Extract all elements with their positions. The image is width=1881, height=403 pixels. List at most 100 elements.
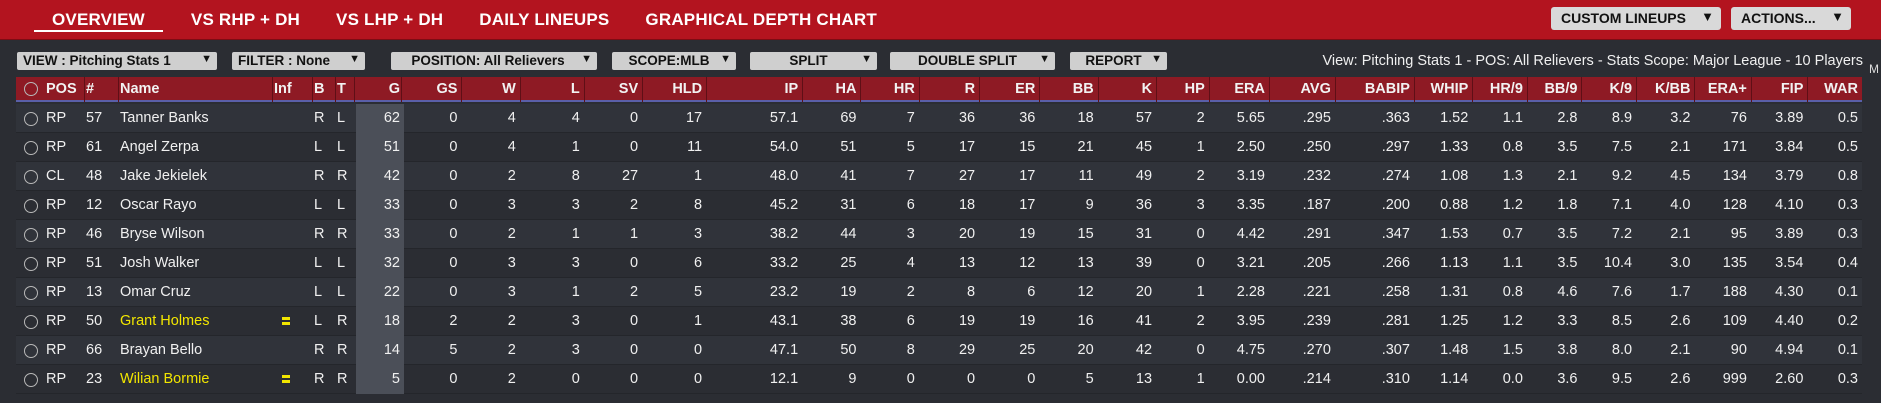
column-divider[interactable] — [1268, 77, 1270, 102]
column-divider[interactable] — [84, 77, 85, 102]
column-header-inf[interactable]: Inf — [274, 81, 292, 97]
column-header-bb9[interactable]: BB/9 — [1544, 81, 1578, 97]
table-row[interactable]: RP 46 Bryse Wilson R R 33 0 2 1 1 3 38.2 44 3 20 19 15 31… — [16, 220, 1862, 249]
column-divider[interactable] — [1039, 77, 1041, 102]
report-dropdown[interactable]: REPORT ▼ — [1070, 52, 1167, 70]
row-select-radio-icon[interactable] — [24, 286, 38, 300]
column-divider[interactable] — [1750, 77, 1752, 102]
column-divider[interactable] — [706, 77, 708, 102]
column-divider[interactable] — [802, 77, 804, 102]
column-header-ip[interactable]: IP — [784, 81, 799, 97]
select-all-radio-icon[interactable] — [24, 82, 38, 96]
column-divider[interactable] — [1807, 77, 1809, 102]
injury-bars-icon[interactable] — [282, 317, 290, 327]
column-header-bb[interactable]: BB — [1072, 81, 1094, 97]
column-divider[interactable] — [860, 77, 862, 102]
column-divider[interactable] — [1526, 77, 1528, 102]
table-row[interactable]: RP 57 Tanner Banks R L 62 0 4 4 0 17 57.1 69 7 36 36 18 5… — [16, 104, 1862, 133]
column-header-num[interactable]: # — [86, 81, 95, 97]
player-name-link[interactable]: Angel Zerpa — [120, 139, 199, 155]
player-name-link[interactable]: Tanner Banks — [120, 110, 209, 126]
column-divider[interactable] — [312, 77, 313, 102]
column-header-whip[interactable]: WHIP — [1430, 81, 1469, 97]
column-header-pos[interactable]: POS — [46, 81, 77, 97]
row-select-radio-icon[interactable] — [24, 373, 38, 387]
row-select-radio-icon[interactable] — [24, 112, 38, 126]
column-header-babip[interactable]: BABIP — [1364, 81, 1410, 97]
column-header-kbb[interactable]: K/BB — [1654, 81, 1691, 97]
column-header-hp[interactable]: HP — [1184, 81, 1205, 97]
column-divider[interactable] — [118, 77, 119, 102]
player-name-link[interactable]: Brayan Bello — [120, 342, 203, 358]
column-header-b[interactable]: B — [314, 81, 325, 97]
column-divider[interactable] — [354, 77, 355, 102]
double-split-dropdown[interactable]: DOUBLE SPLIT ▼ — [890, 52, 1055, 70]
column-divider[interactable] — [401, 77, 403, 102]
injury-bars-icon[interactable] — [282, 375, 290, 385]
table-row[interactable]: RP 51 Josh Walker L L 32 0 3 3 0 6 33.2 25 4 13 12 13 39 0… — [16, 249, 1862, 278]
column-header-avg[interactable]: AVG — [1300, 81, 1331, 97]
column-header-w[interactable]: W — [502, 81, 516, 97]
tab-vs-rhp-dh[interactable]: VS RHP + DH — [190, 10, 301, 29]
column-header-fip[interactable]: FIP — [1780, 81, 1804, 97]
column-header-hr9[interactable]: HR/9 — [1489, 81, 1523, 97]
view-dropdown[interactable]: VIEW : Pitching Stats 1 ▼ — [17, 52, 217, 70]
column-divider[interactable] — [918, 77, 920, 102]
player-name-link[interactable]: Oscar Rayo — [120, 197, 197, 213]
column-header-g[interactable]: G — [388, 81, 400, 97]
table-row[interactable]: RP 50 Grant Holmes L R 18 2 2 3 0 1 43.1 38 6 19 19 16 41… — [16, 307, 1862, 336]
column-header-l[interactable]: L — [570, 81, 580, 97]
column-divider[interactable] — [1208, 77, 1210, 102]
player-name-link[interactable]: Omar Cruz — [120, 284, 191, 300]
table-row[interactable]: RP 13 Omar Cruz L L 22 0 3 1 2 5 23.2 19 2 8 6 12 20 1 2.28… — [16, 278, 1862, 307]
player-name-link[interactable]: Wilian Bormie — [120, 371, 210, 387]
row-select-radio-icon[interactable] — [24, 141, 38, 155]
table-row[interactable]: RP 66 Brayan Bello R R 14 5 2 3 0 0 47.1 50 8 29 25 20 42… — [16, 336, 1862, 365]
tab-graphical-depth-chart[interactable]: GRAPHICAL DEPTH CHART — [645, 10, 877, 29]
column-divider[interactable] — [335, 77, 336, 102]
column-header-gs[interactable]: GS — [436, 81, 458, 97]
table-row[interactable]: RP 12 Oscar Rayo L L 33 0 3 3 2 8 45.2 31 6 18 17 9 36 3 3.… — [16, 191, 1862, 220]
column-header-t[interactable]: T — [337, 81, 346, 97]
column-header-hr[interactable]: HR — [893, 81, 915, 97]
column-header-er[interactable]: ER — [1015, 81, 1036, 97]
column-divider[interactable] — [519, 77, 521, 102]
column-divider[interactable] — [1472, 77, 1474, 102]
column-header-k9[interactable]: K/9 — [1609, 81, 1633, 97]
custom-lineups-button[interactable]: CUSTOM LINEUPS ▼ — [1551, 7, 1721, 30]
table-row[interactable]: RP 23 Wilian Bormie R R 5 0 2 0 0 0 12.1 9 0 0 0 5 13 1 0.0… — [16, 365, 1862, 394]
column-header-hld[interactable]: HLD — [672, 81, 703, 97]
column-divider[interactable] — [1635, 77, 1637, 102]
column-divider[interactable] — [1097, 77, 1099, 102]
column-divider[interactable] — [461, 77, 463, 102]
column-header-name[interactable]: Name — [120, 81, 160, 97]
column-divider[interactable] — [642, 77, 644, 102]
column-header-era[interactable]: ERA — [1234, 81, 1265, 97]
column-divider[interactable] — [1334, 77, 1336, 102]
column-header-ha[interactable]: HA — [835, 81, 857, 97]
column-header-war[interactable]: WAR — [1824, 81, 1858, 97]
table-row[interactable]: RP 61 Angel Zerpa L L 51 0 4 1 0 11 54.0 51 5 17 15 21 45… — [16, 133, 1862, 162]
player-name-link[interactable]: Grant Holmes — [120, 313, 210, 329]
column-header-r[interactable]: R — [964, 81, 976, 97]
player-name-link[interactable]: Jake Jekielek — [120, 168, 208, 184]
split-dropdown[interactable]: SPLIT ▼ — [750, 52, 877, 70]
table-row[interactable]: CL 48 Jake Jekielek R R 42 0 2 8 27 1 48.0 41 7 27 17 11… — [16, 162, 1862, 191]
filter-dropdown[interactable]: FILTER : None ▼ — [232, 52, 365, 70]
tab-overview[interactable]: OVERVIEW — [34, 0, 163, 32]
row-select-radio-icon[interactable] — [24, 257, 38, 271]
column-divider[interactable] — [272, 77, 273, 102]
column-header-sv[interactable]: SV — [618, 81, 639, 97]
column-divider[interactable] — [1694, 77, 1696, 102]
row-select-radio-icon[interactable] — [24, 199, 38, 213]
column-header-eraplus[interactable]: ERA+ — [1707, 81, 1747, 97]
column-divider[interactable] — [583, 77, 585, 102]
column-header-k[interactable]: K — [1141, 81, 1153, 97]
column-divider[interactable] — [1581, 77, 1583, 102]
row-select-radio-icon[interactable] — [24, 315, 38, 329]
tab-daily-lineups[interactable]: DAILY LINEUPS — [479, 10, 610, 29]
scope-dropdown[interactable]: SCOPE:MLB ▼ — [612, 52, 736, 70]
tab-vs-lhp-dh[interactable]: VS LHP + DH — [336, 10, 444, 29]
position-dropdown[interactable]: POSITION: All Relievers ▼ — [391, 52, 597, 70]
player-name-link[interactable]: Josh Walker — [120, 255, 200, 271]
